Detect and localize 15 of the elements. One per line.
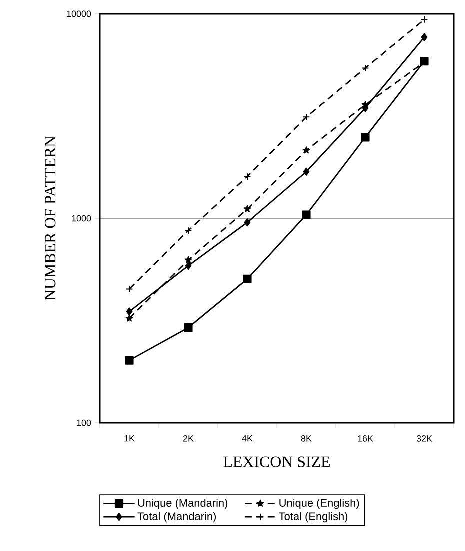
x-tick-label: 32K [416, 436, 432, 442]
x-tick-label: 16K [358, 436, 374, 442]
y-axis-title: NUMBER OF PATTERN [45, 136, 56, 301]
x-tick-label: 1K [124, 436, 135, 442]
legend-label: Unique (Mandarin) [138, 498, 228, 510]
x-tick-label: 4K [242, 436, 253, 442]
y-tick-label: 10000 [67, 10, 92, 18]
legend-label: Total (English) [279, 512, 348, 523]
y-tick-label: 1000 [72, 215, 92, 222]
x-tick-label: 8K [301, 436, 312, 442]
legend-label: Unique (English) [280, 498, 360, 510]
x-tick-label: 2K [183, 436, 194, 442]
y-tick-label: 100 [77, 420, 92, 426]
x-axis-title: LEXICON SIZE [224, 456, 330, 468]
legend-label: Total (Mandarin) [138, 512, 216, 523]
